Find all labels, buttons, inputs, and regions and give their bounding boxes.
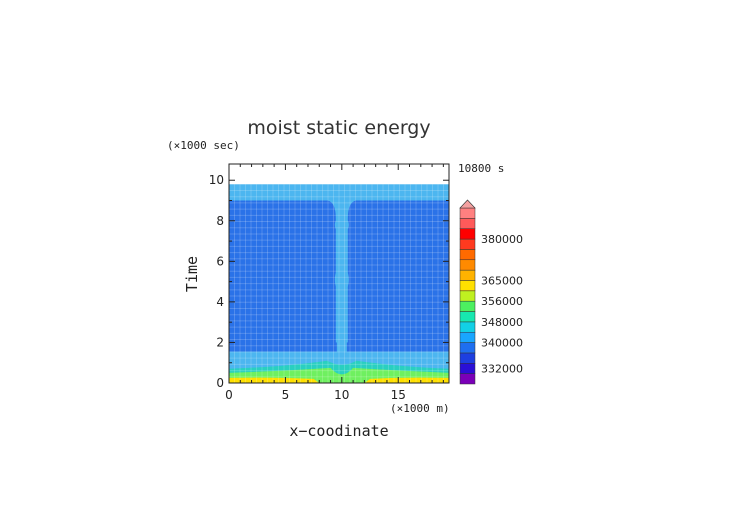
- y-tick-label: 4: [216, 295, 224, 309]
- field-surface-layer-3-right: [364, 377, 449, 383]
- colorbar-band: [459, 280, 476, 292]
- colorbar-band: [459, 238, 476, 250]
- colorbar-band: [459, 269, 476, 281]
- colorbar-label: 365000: [481, 274, 523, 287]
- y-tick-label: 0: [216, 376, 224, 390]
- y-tick-label: 2: [216, 335, 224, 349]
- y-unit-label: (×1000 sec): [167, 139, 240, 152]
- model-grid: [229, 184, 449, 383]
- x-tick-label: 10: [334, 388, 349, 402]
- y-tick-label: 8: [216, 214, 224, 228]
- colorbar-band: [459, 311, 476, 323]
- plume-blob-top: [334, 216, 349, 233]
- colorbar-band: [459, 321, 476, 333]
- field-lower-layer-right: [346, 342, 449, 352]
- y-axis-label: Time: [183, 256, 201, 292]
- colorbar-band: [459, 218, 476, 229]
- plot-frame: [228, 163, 450, 384]
- colorbar-band: [459, 259, 476, 271]
- x-tick-label: 0: [225, 388, 233, 402]
- x-tick-label: 15: [391, 388, 406, 402]
- plot-area: 0 5 10 15 0 2 4 6 8 10: [209, 163, 450, 402]
- x-tick-label: 5: [282, 388, 290, 402]
- chart-title: moist static energy: [247, 117, 430, 139]
- y-tick-label: 6: [216, 254, 224, 268]
- y-tick-label: 10: [209, 173, 224, 187]
- colorbar-over-triangle: [459, 199, 476, 209]
- colorbar-band: [459, 290, 476, 302]
- colorbar-label: 348000: [481, 316, 523, 329]
- colorbar-label: 380000: [481, 233, 523, 246]
- colorbar-band: [459, 249, 476, 261]
- colorbar-band: [459, 373, 476, 385]
- colorbar-band: [459, 342, 476, 354]
- colorbar-band: [459, 363, 476, 374]
- field-upper-layer-right: [347, 200, 449, 343]
- field-lower-layer-left: [229, 342, 337, 352]
- colorbar-label: 356000: [481, 295, 523, 308]
- colorbar-label: 340000: [481, 337, 523, 350]
- colorbar-band: [459, 207, 476, 219]
- field-upper-layer-left: [229, 200, 336, 343]
- x-axis-label: x−coodinate: [289, 422, 388, 440]
- x-unit-label: (×1000 m): [390, 402, 450, 415]
- colorbar-band: [459, 300, 476, 312]
- colorbar-band: [459, 228, 476, 240]
- plume-blob-mid: [334, 266, 349, 293]
- colorbar: 332000 340000 348000 356000 365000 380000: [459, 199, 523, 385]
- colorbar-band: [459, 331, 476, 343]
- colorbar-band: [459, 352, 476, 364]
- colorbar-label: 332000: [481, 362, 523, 375]
- time-stamp: 10800 s: [458, 162, 504, 175]
- plume-column: [337, 306, 346, 347]
